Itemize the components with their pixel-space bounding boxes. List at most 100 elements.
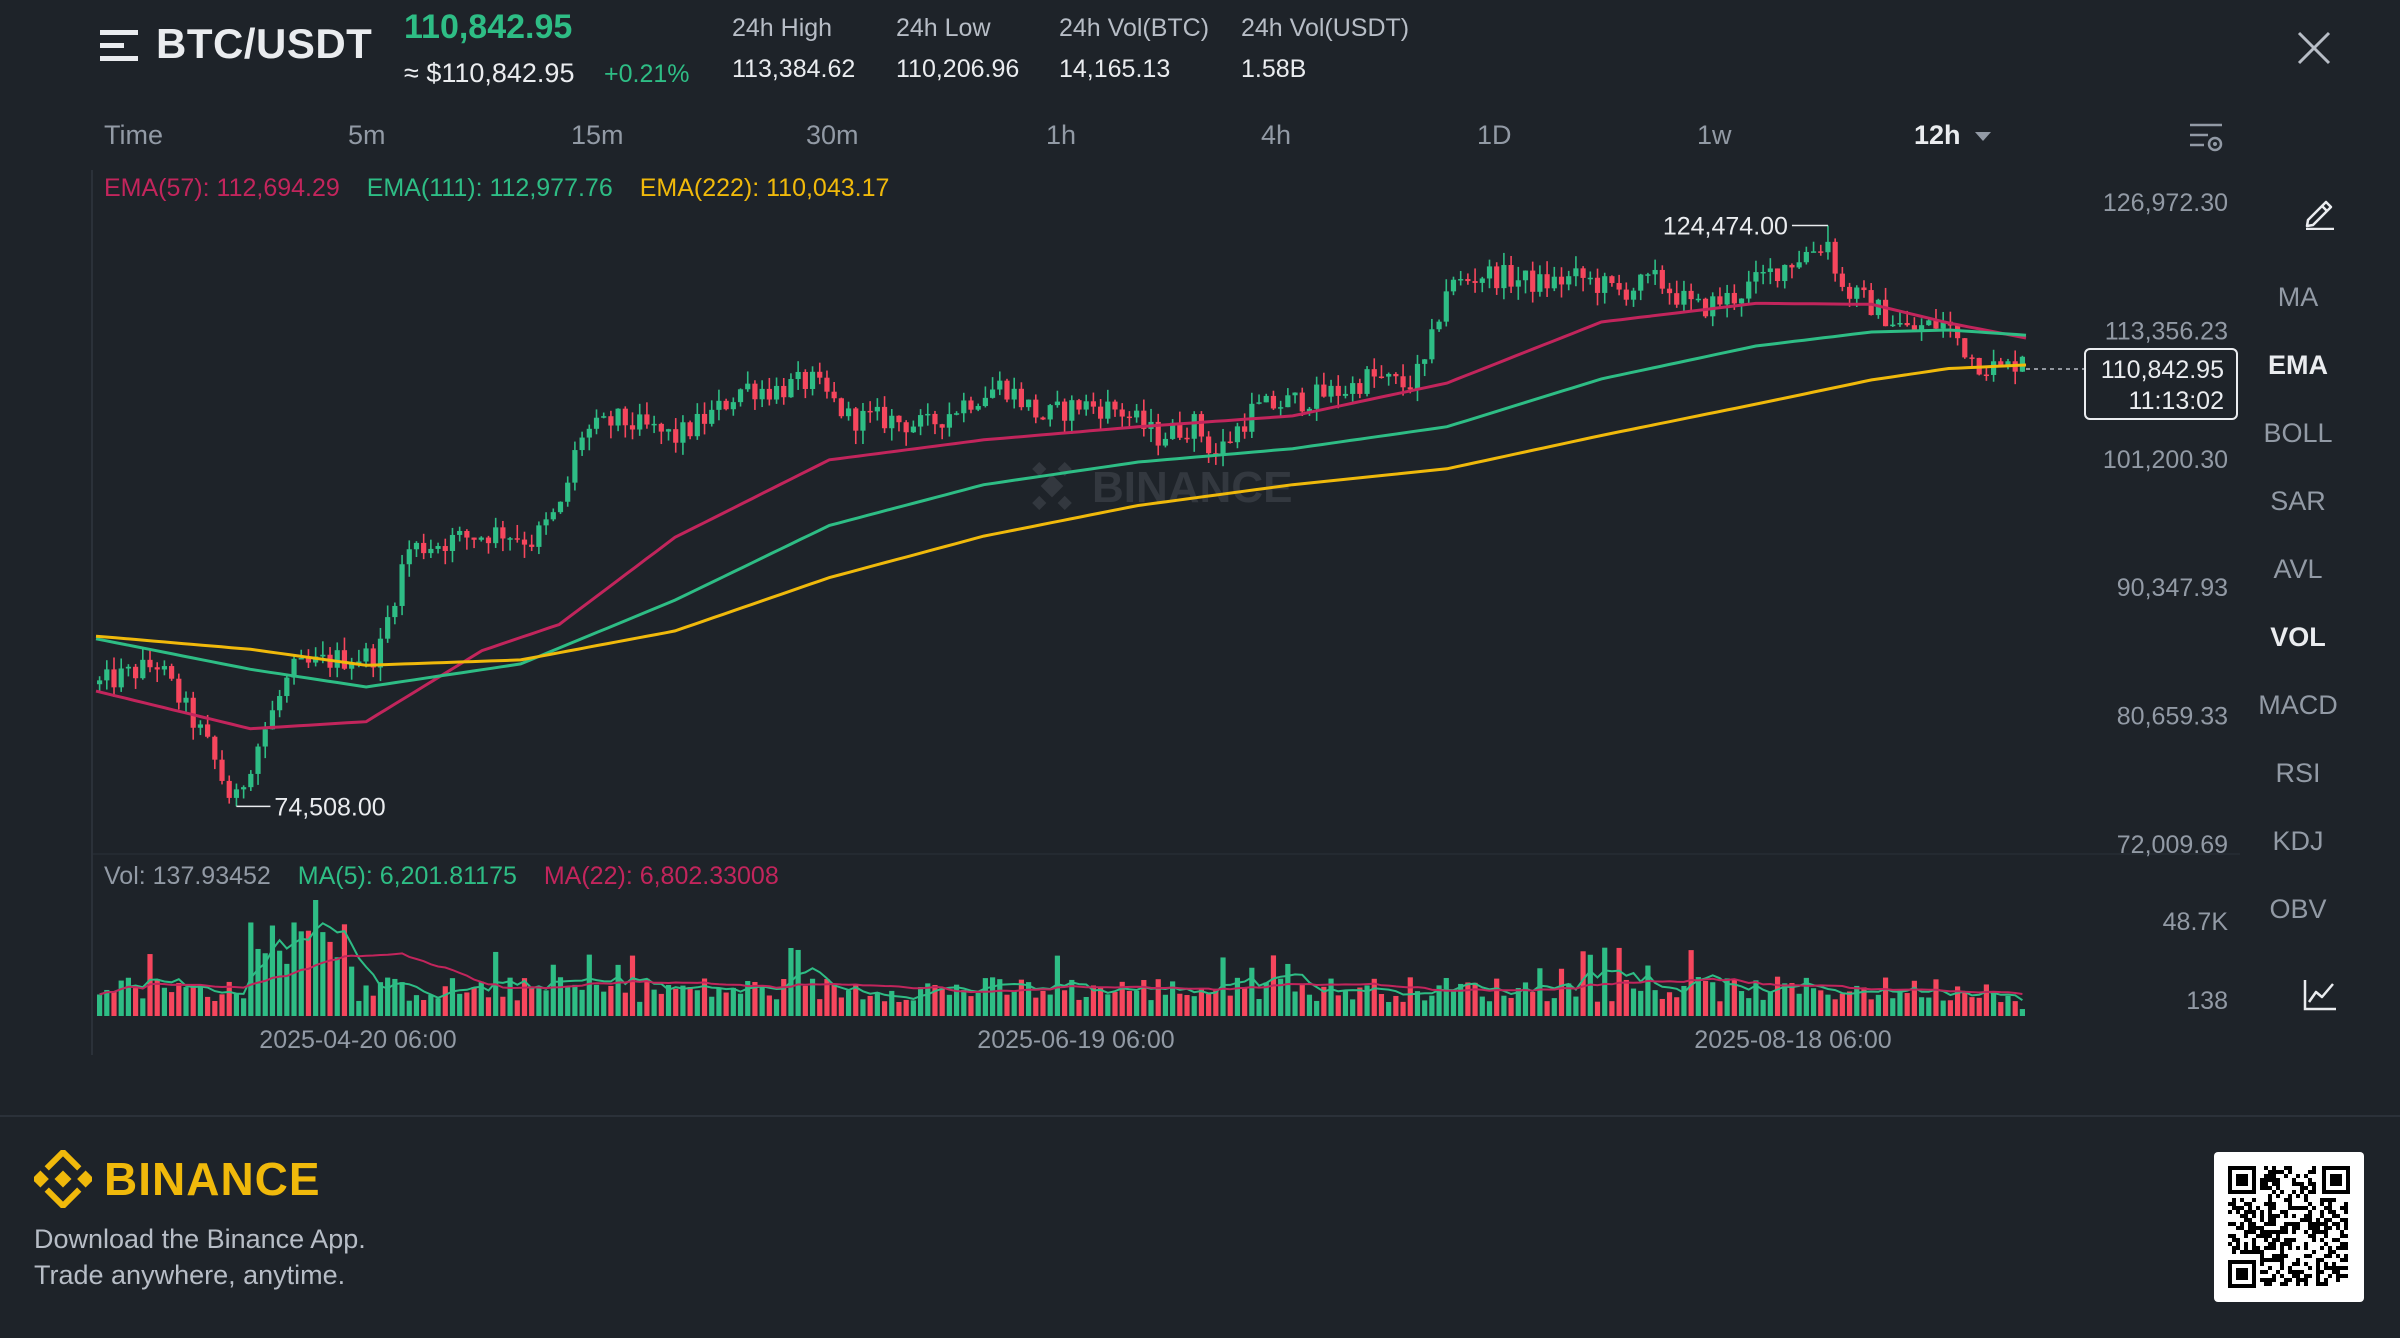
candle	[1544, 261, 1550, 297]
volume-bar	[349, 966, 355, 1016]
indicator-ma[interactable]: MA	[2277, 282, 2319, 312]
volume-bar	[1789, 983, 1795, 1016]
volume-bar	[1681, 985, 1687, 1016]
volume-bar	[838, 997, 844, 1016]
x-axis-label: 2025-04-20 06:00	[259, 1026, 456, 1054]
volume-bar	[1573, 996, 1579, 1016]
candle	[1270, 390, 1277, 410]
candle	[1040, 416, 1046, 421]
candle	[1832, 238, 1838, 282]
candle	[442, 538, 448, 565]
tab-4h[interactable]: 4h	[1261, 120, 1292, 150]
candle	[1940, 311, 1946, 338]
candle	[1983, 366, 1989, 381]
indicator-vol[interactable]: VOL	[2270, 622, 2326, 652]
candle	[723, 398, 729, 411]
candle	[1112, 399, 1118, 417]
volume-bar	[824, 979, 830, 1016]
volume-bar	[1090, 985, 1096, 1016]
volume-bar	[1198, 988, 1205, 1016]
volume-bar	[622, 992, 628, 1016]
volume-bar	[1522, 982, 1529, 1016]
candle	[284, 673, 290, 703]
candle	[1227, 431, 1233, 444]
candle	[745, 371, 751, 392]
candle	[1177, 411, 1183, 441]
volume-bar	[1666, 992, 1673, 1016]
tab-1h[interactable]: 1h	[1046, 120, 1077, 150]
volume-bar	[968, 996, 974, 1016]
volume-bar	[1306, 994, 1313, 1016]
candle	[428, 539, 434, 558]
indicator-ema[interactable]: EMA	[2268, 350, 2328, 380]
volume-bar	[248, 922, 254, 1016]
line-chart-icon[interactable]	[2302, 978, 2338, 1012]
chart-settings-icon[interactable]	[2188, 120, 2224, 154]
tab-time[interactable]: Time	[104, 120, 163, 150]
candle	[241, 785, 247, 799]
indicator-avl[interactable]: AVL	[2273, 554, 2323, 584]
volume-bar	[1969, 997, 1975, 1016]
pencil-icon[interactable]	[2302, 194, 2338, 230]
candle	[1926, 318, 1932, 326]
volume-bar	[176, 982, 182, 1016]
candle	[1170, 419, 1176, 440]
volume-bar	[1098, 987, 1104, 1016]
candle	[565, 476, 571, 507]
indicator-kdj[interactable]: KDJ	[2272, 826, 2324, 856]
candle	[802, 369, 808, 399]
candle	[622, 406, 628, 438]
candle	[1652, 259, 1658, 285]
chart-frame	[91, 170, 2240, 1055]
volume-bar	[939, 988, 945, 1016]
candle	[1083, 394, 1089, 416]
candle	[1724, 284, 1730, 318]
volume-bar	[183, 987, 189, 1016]
candle	[1969, 354, 1975, 368]
candle	[1796, 250, 1802, 269]
menu-icon[interactable]	[100, 28, 138, 64]
candle	[1911, 317, 1917, 330]
indicator-macd[interactable]: MACD	[2258, 690, 2338, 720]
volume-bar	[1141, 979, 1147, 1016]
candle	[1400, 364, 1406, 396]
indicator-obv[interactable]: OBV	[2269, 894, 2327, 924]
candle	[910, 420, 916, 434]
volume-bar	[1256, 998, 1262, 1016]
stat-24h-low: 24h Low 110,206.96	[896, 14, 1019, 84]
close-icon[interactable]	[2296, 30, 2332, 66]
candle	[1681, 280, 1687, 313]
candle	[989, 377, 996, 399]
volume-bar	[745, 981, 751, 1016]
volume-bar	[709, 996, 715, 1016]
candle	[133, 663, 139, 689]
candle	[1371, 358, 1377, 388]
tab-1w[interactable]: 1w	[1697, 120, 1732, 150]
tab-12h[interactable]: 12h	[1914, 120, 1992, 151]
volume-bar	[1702, 980, 1709, 1016]
indicator-boll[interactable]: BOLL	[2263, 418, 2333, 448]
tab-5m[interactable]: 5m	[348, 120, 386, 150]
volume-bar	[1119, 981, 1125, 1016]
tab-15m[interactable]: 15m	[571, 120, 624, 150]
candle	[1537, 265, 1543, 297]
candle	[1638, 273, 1644, 301]
indicator-sar[interactable]: SAR	[2270, 486, 2326, 516]
candle-countdown: 11:13:02	[2128, 387, 2224, 415]
indicator-rsi[interactable]: RSI	[2275, 758, 2321, 788]
volume-bar	[1710, 982, 1716, 1016]
candle	[817, 362, 823, 385]
volume-bar	[1861, 987, 1867, 1016]
tab-30m[interactable]: 30m	[806, 120, 859, 150]
candle	[658, 422, 664, 445]
candle	[1782, 264, 1788, 289]
volume-bar	[1947, 1000, 1953, 1016]
candle	[1450, 276, 1457, 296]
tab-1d[interactable]: 1D	[1477, 120, 1512, 150]
candle	[147, 649, 153, 673]
volume-bars	[97, 900, 2025, 1016]
volume-bar	[219, 994, 225, 1016]
volume-bar	[1479, 996, 1485, 1016]
price-chart[interactable]: BINANCE 126,972.30 113,356.23 101,200.30 90…	[0, 150, 2240, 1070]
candle	[673, 418, 679, 453]
